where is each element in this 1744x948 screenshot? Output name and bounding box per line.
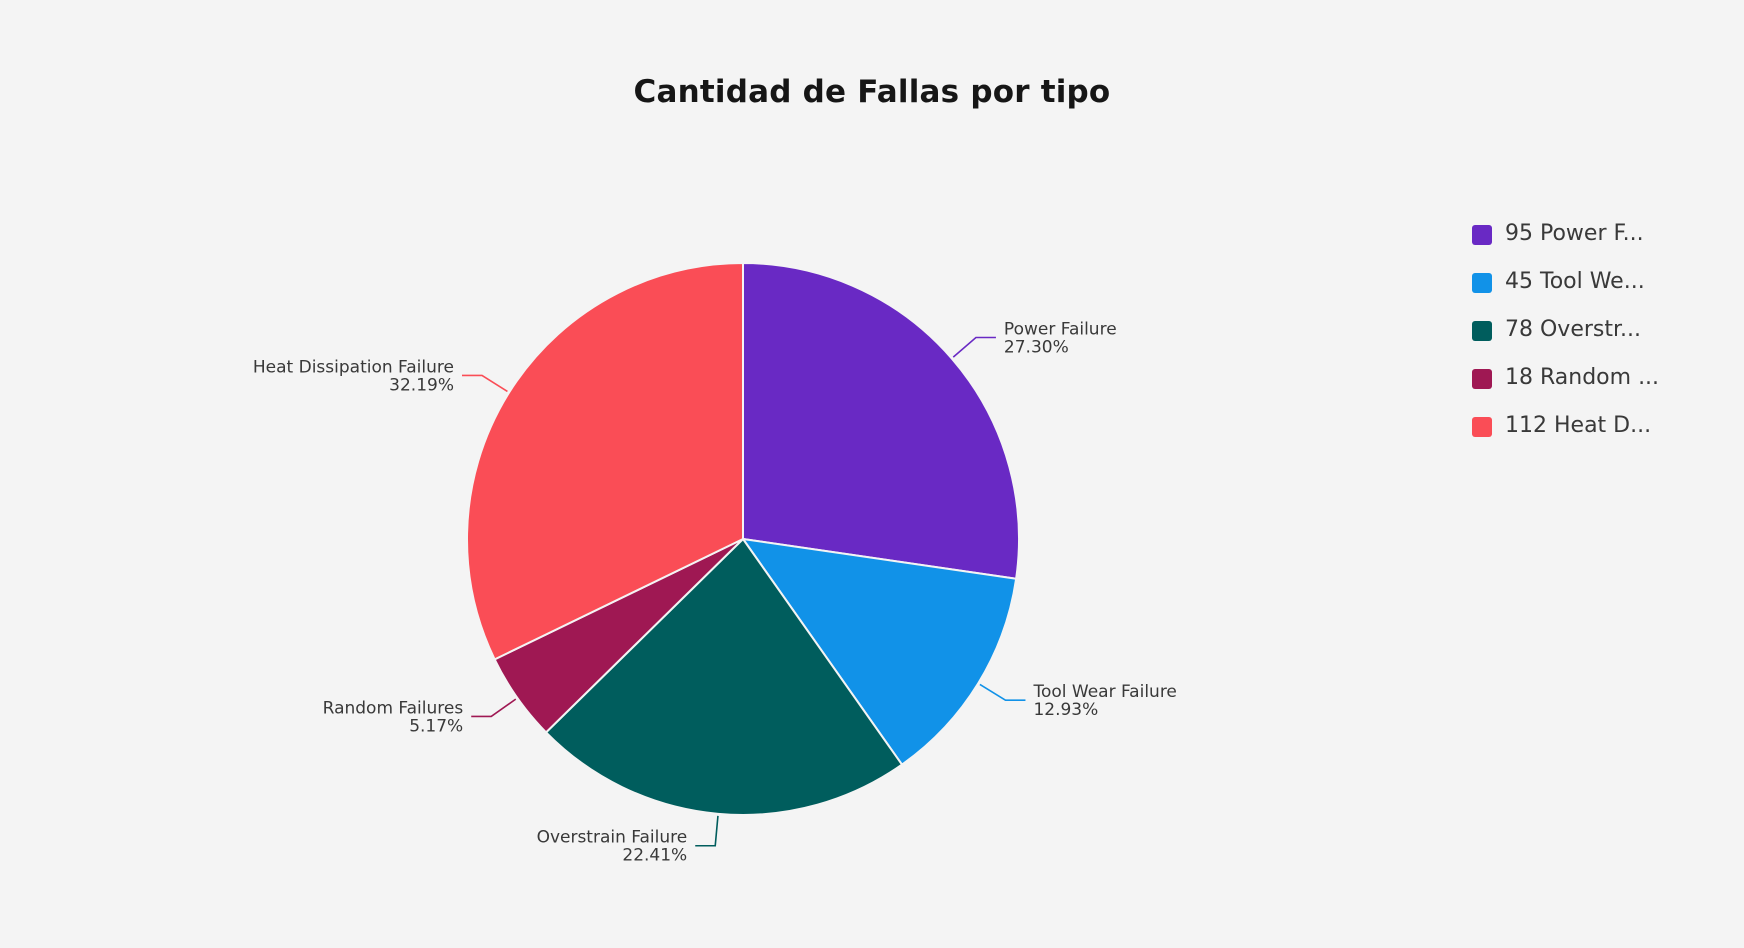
legend-item-random-failures[interactable]: 18 Random ...: [1472, 361, 1659, 409]
legend-label: 95 Power F...: [1505, 221, 1644, 246]
slice-label-random-failures: Random Failures: [323, 698, 464, 718]
legend-item-tool-wear-failure[interactable]: 45 Tool We...: [1472, 265, 1659, 313]
legend-item-power-failure[interactable]: 95 Power F...: [1472, 217, 1659, 265]
pie-slice-heat-dissipation-failure[interactable]: [466, 261, 744, 661]
chart-title: Cantidad de Fallas por tipo: [633, 74, 1111, 110]
callout-line-power-failure: [952, 336, 996, 358]
pie-slice-overstrain-failure[interactable]: [544, 537, 904, 816]
slice-label-tool-wear-failure: Tool Wear Failure: [1032, 682, 1176, 702]
slice-label-power-failure: Power Failure: [1004, 319, 1117, 339]
slice-percent-tool-wear-failure: 12.93%: [1033, 700, 1098, 720]
slice-percent-heat-dissipation-failure: 32.19%: [389, 375, 454, 395]
legend-label: 18 Random ...: [1505, 365, 1660, 390]
callout-line-tool-wear-failure: [979, 683, 1026, 701]
callout-line-overstrain-failure: [695, 815, 719, 847]
callout-line-random-failures: [471, 698, 517, 718]
legend-label: 45 Tool We...: [1505, 269, 1645, 294]
pie-slices: [466, 261, 1021, 816]
legend-label: 78 Overstr...: [1505, 317, 1641, 342]
slice-percent-power-failure: 27.30%: [1004, 337, 1069, 357]
slice-percent-random-failures: 5.17%: [409, 716, 463, 736]
slice-percent-overstrain-failure: 22.41%: [622, 846, 687, 866]
legend-swatch: [1472, 225, 1492, 245]
legend-swatch: [1472, 417, 1492, 437]
callout-line-heat-dissipation-failure: [461, 374, 508, 393]
slice-label-overstrain-failure: Overstrain Failure: [537, 828, 688, 848]
legend-swatch: [1472, 273, 1492, 293]
legend-swatch: [1472, 321, 1492, 341]
legend-label: 112 Heat D...: [1505, 413, 1652, 438]
legend-item-heat-dissipation-failure[interactable]: 112 Heat D...: [1472, 409, 1659, 457]
pie-slice-tool-wear-failure[interactable]: [740, 537, 1018, 767]
legend: 95 Power F... 45 Tool We... 78 Overstr... 1…: [1472, 217, 1659, 457]
pie-slice-power-failure[interactable]: [742, 261, 1021, 580]
legend-swatch: [1472, 369, 1492, 389]
slice-label-heat-dissipation-failure: Heat Dissipation Failure: [253, 357, 454, 377]
legend-item-overstrain-failure[interactable]: 78 Overstr...: [1472, 313, 1659, 361]
